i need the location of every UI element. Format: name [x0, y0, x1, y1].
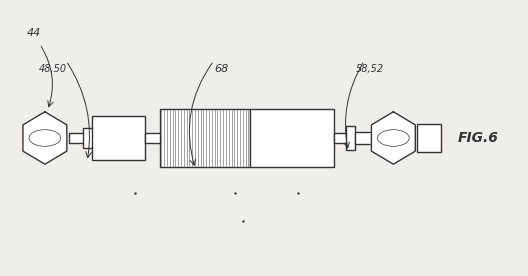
Text: FIG.6: FIG.6 [457, 131, 498, 145]
Polygon shape [371, 112, 416, 164]
Text: 44: 44 [27, 28, 41, 38]
Text: 58,52: 58,52 [355, 64, 384, 74]
Circle shape [29, 130, 61, 146]
Bar [250, 109, 334, 167]
Polygon shape [23, 112, 67, 164]
Bar [145, 133, 160, 143]
Bar [355, 132, 372, 144]
Bar [417, 124, 441, 152]
Bar [83, 128, 93, 148]
Bar [69, 133, 84, 143]
Text: 48,50: 48,50 [39, 64, 67, 74]
Bar [346, 126, 355, 150]
Bar [92, 116, 145, 160]
Text: 68: 68 [215, 64, 229, 74]
Bar [160, 109, 250, 167]
Bar [334, 133, 347, 143]
Circle shape [378, 130, 409, 146]
